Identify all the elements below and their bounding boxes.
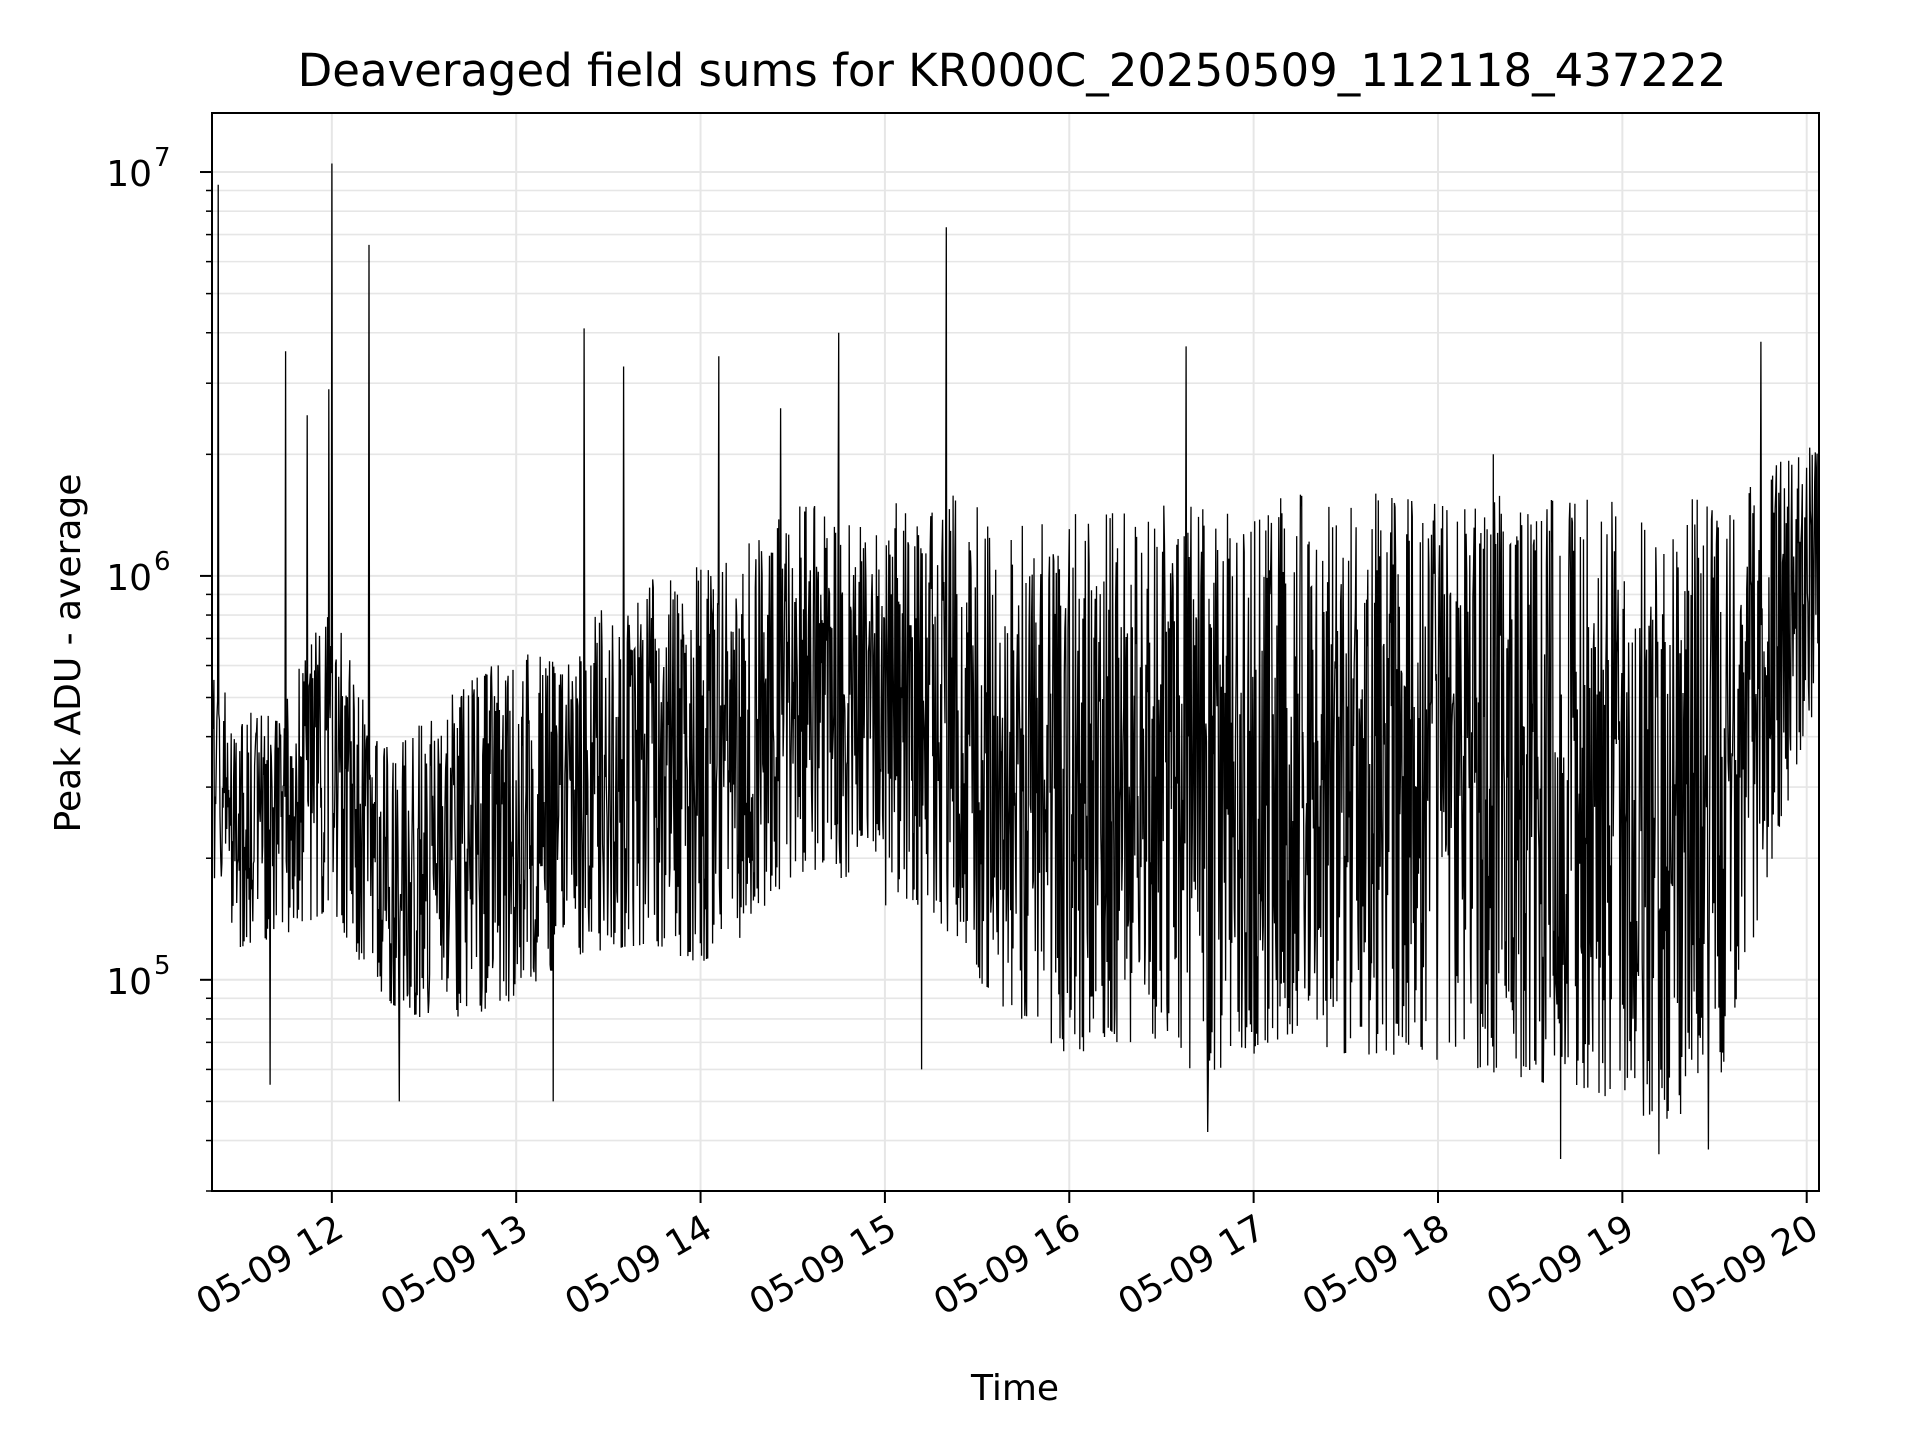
plot-frame (211, 112, 1820, 1192)
y-tick-label-exponent: 6 (154, 547, 171, 577)
y-tick-label-exponent: 5 (154, 951, 171, 981)
y-axis-label: Peak ADU - average (48, 474, 89, 833)
series-line-path (211, 163, 1820, 1160)
chart-title: Deaveraged field sums for KR000C_2025050… (298, 44, 1727, 97)
y-tick-label: 10 (106, 962, 152, 1003)
y-tick-label-exponent: 7 (154, 143, 171, 173)
series-line (211, 163, 1820, 1160)
y-tick-label: 10 (106, 558, 152, 599)
y-tick-label: 10 (106, 154, 152, 195)
x-axis-label: Time (970, 1368, 1059, 1409)
